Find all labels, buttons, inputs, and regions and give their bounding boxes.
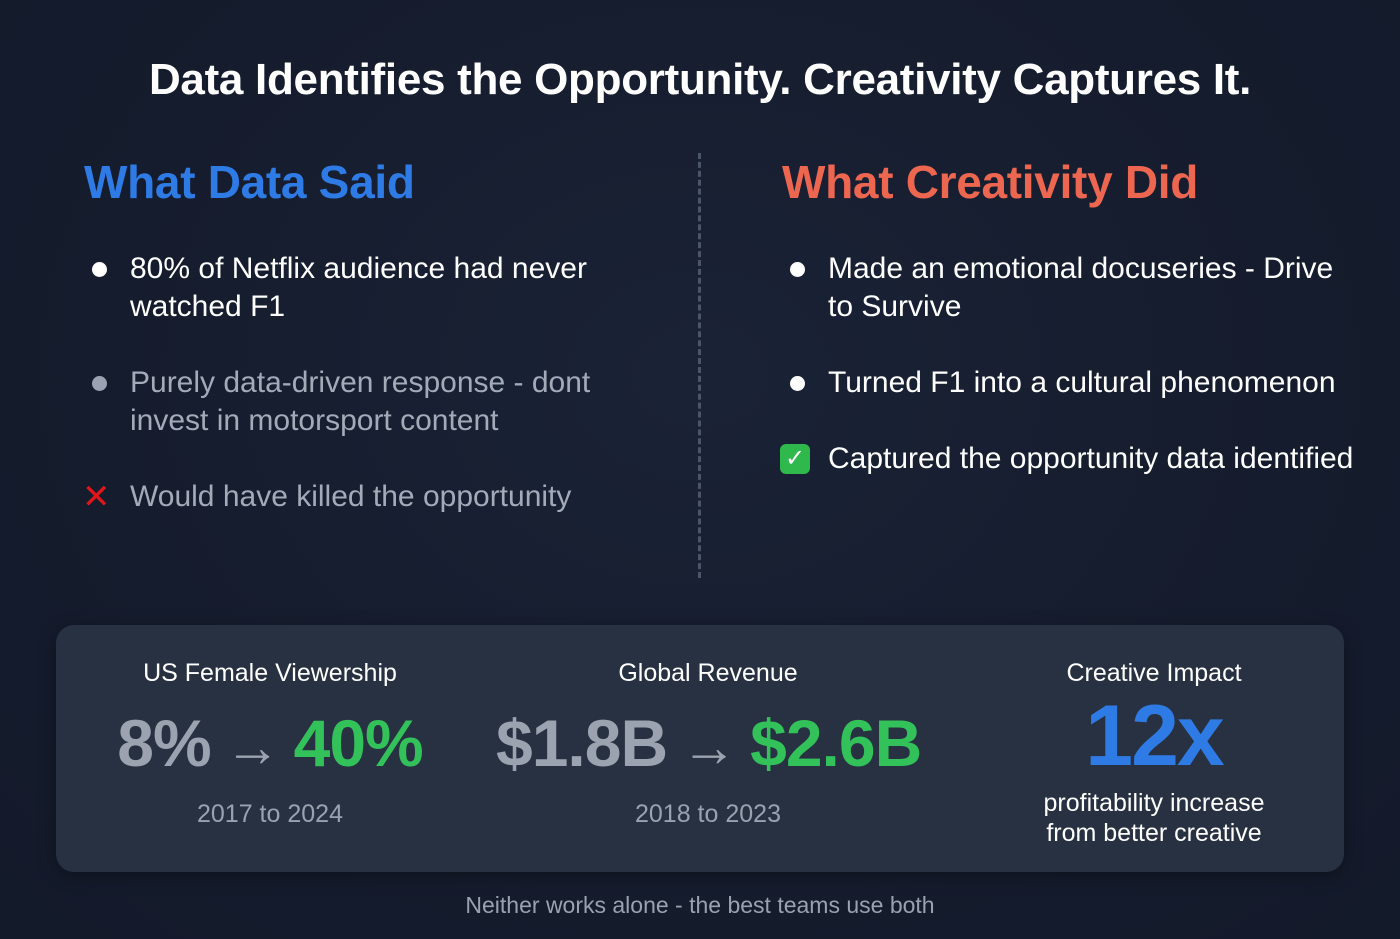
data-said-column: What Data Said 80% of Netflix audience h… (82, 155, 664, 554)
stat-value: $1.8B → $2.6B (496, 705, 922, 781)
list-item-text: Would have killed the opportunity (130, 480, 572, 514)
impact-description: profitability increase from better creat… (974, 788, 1334, 848)
impact-description-line: profitability increase (1043, 789, 1265, 817)
list-item: ✕ Would have killed the opportunity (82, 478, 664, 517)
stat-label: US Female Viewership (143, 659, 397, 687)
creativity-did-list: Made an emotional docuseries - Drive to … (780, 250, 1362, 478)
cross-mark-icon: ✕ (82, 478, 111, 517)
stat-from-value: 8% (117, 706, 211, 780)
page-title: Data Identifies the Opportunity. Creativ… (148, 55, 1252, 104)
bullet-icon (92, 375, 107, 391)
stat-label: Creative Impact (1066, 659, 1242, 687)
list-item: 80% of Netflix audience had never watche… (84, 250, 664, 326)
arrow-right-icon: → (224, 715, 281, 778)
list-item: ✓ Captured the opportunity data identifi… (780, 440, 1362, 478)
impact-value: 12x (1085, 688, 1225, 784)
list-item-text: Turned F1 into a cultural phenomenon (828, 366, 1336, 400)
stat-value: 8% → 40% (70, 705, 470, 781)
check-mark-icon: ✓ (780, 444, 810, 475)
creativity-did-heading: What Creativity Did (782, 156, 1199, 208)
stat-to-value: 40% (293, 706, 424, 780)
bullet-icon (92, 261, 107, 277)
stat-to-value: $2.6B (750, 706, 922, 780)
stat-period: 2017 to 2024 (197, 800, 343, 828)
list-item: Turned F1 into a cultural phenomenon (782, 364, 1362, 402)
list-item-text: Captured the opportunity data identified (828, 442, 1354, 476)
list-item-text: Purely data-driven response - dont inves… (130, 366, 591, 438)
arrow-right-icon: → (681, 715, 737, 778)
stat-label: Global Revenue (618, 659, 798, 687)
data-said-heading: What Data Said (84, 156, 415, 208)
impact-description-line: from better creative (1046, 819, 1262, 847)
column-divider (698, 153, 701, 578)
list-item-text: 80% of Netflix audience had never watche… (130, 252, 587, 324)
bullet-icon (790, 261, 805, 277)
list-item-text: Made an emotional docuseries - Drive to … (828, 252, 1334, 324)
footer-caption: Neither works alone - the best teams use… (465, 892, 935, 918)
stat-from-value: $1.8B (496, 706, 668, 780)
list-item: Made an emotional docuseries - Drive to … (782, 250, 1362, 326)
stat-period: 2018 to 2023 (635, 800, 781, 828)
stats-panel: US Female Viewership 8% → 40% 2017 to 2024… (56, 625, 1344, 872)
data-said-list: 80% of Netflix audience had never watche… (82, 250, 664, 517)
list-item: Purely data-driven response - dont inves… (84, 364, 664, 440)
bullet-icon (790, 375, 805, 391)
creativity-did-column: What Creativity Did Made an emotional do… (780, 155, 1362, 516)
